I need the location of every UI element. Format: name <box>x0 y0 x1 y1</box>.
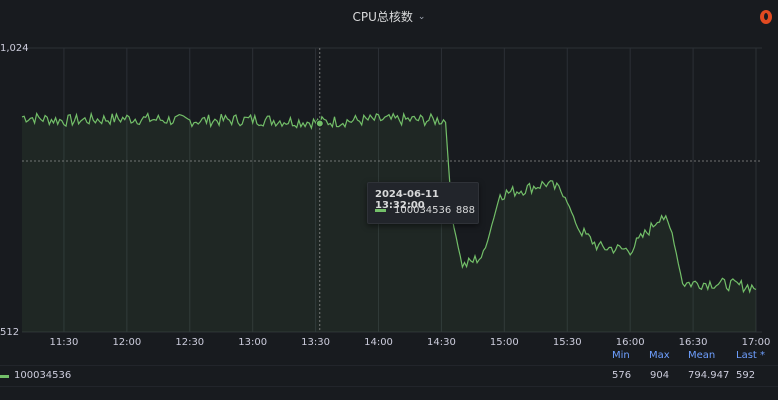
panel-title-menu[interactable]: CPU总核数 ⌄ <box>353 8 426 25</box>
legend-header-min[interactable]: Min <box>612 350 630 361</box>
legend-row-100034536[interactable]: 100034536 576 904 794.947 592 <box>0 365 778 387</box>
legend-value-max: 904 <box>650 370 670 381</box>
x-tick-1530: 15:30 <box>553 337 582 345</box>
x-tick-1130: 11:30 <box>50 337 79 345</box>
y-tick-1024: 1,024 <box>0 43 29 54</box>
series-line-100034536 <box>21 111 757 294</box>
tooltip-series-name: 100034536 <box>394 205 452 216</box>
tooltip-series-value: 888 <box>455 205 475 216</box>
cursor-point <box>315 119 324 128</box>
legend-value-last: 592 <box>736 370 756 381</box>
legend-header-max[interactable]: Max <box>649 350 670 361</box>
x-tick-1300: 13:00 <box>238 337 267 345</box>
x-tick-1630: 16:30 <box>679 337 708 345</box>
hover-tooltip: 2024-06-11 13:32:00 100034536 888 <box>367 182 479 224</box>
x-tick-1230: 12:30 <box>175 337 204 345</box>
time-series-chart[interactable]: 1,024 512 11:30 12:00 12:30 13:00 13:30 14:00… <box>0 0 778 345</box>
tooltip-series-swatch <box>375 209 386 212</box>
x-tick-1400: 14:00 <box>364 337 393 345</box>
tooltip-row: 100034536 888 <box>375 205 475 216</box>
x-tick-1200: 12:00 <box>112 337 141 345</box>
legend-header-mean[interactable]: Mean <box>688 350 716 361</box>
x-tick-1430: 14:30 <box>427 337 456 345</box>
x-axis-ticks: 11:30 12:00 12:30 13:00 13:30 14:00 14:30 15:00… <box>50 337 771 345</box>
x-tick-1600: 16:00 <box>616 337 645 345</box>
legend-series-name[interactable]: 100034536 <box>14 370 72 381</box>
tooltip-time: 2024-06-11 13:32:00 <box>375 189 439 211</box>
y-tick-512: 512 <box>0 327 19 338</box>
legend-header-last[interactable]: Last * <box>736 350 766 361</box>
alert-icon[interactable] <box>760 10 772 24</box>
chevron-down-icon: ⌄ <box>417 11 426 22</box>
legend-value-min: 576 <box>612 370 632 381</box>
legend-value-mean: 794.947 <box>688 370 730 381</box>
x-tick-1500: 15:00 <box>490 337 519 345</box>
legend-series-swatch <box>0 375 9 378</box>
panel-header: CPU总核数 ⌄ <box>0 0 778 32</box>
x-tick-1330: 13:30 <box>301 337 330 345</box>
panel-title: CPU总核数 <box>352 9 413 24</box>
x-tick-1700: 17:00 <box>742 337 771 345</box>
